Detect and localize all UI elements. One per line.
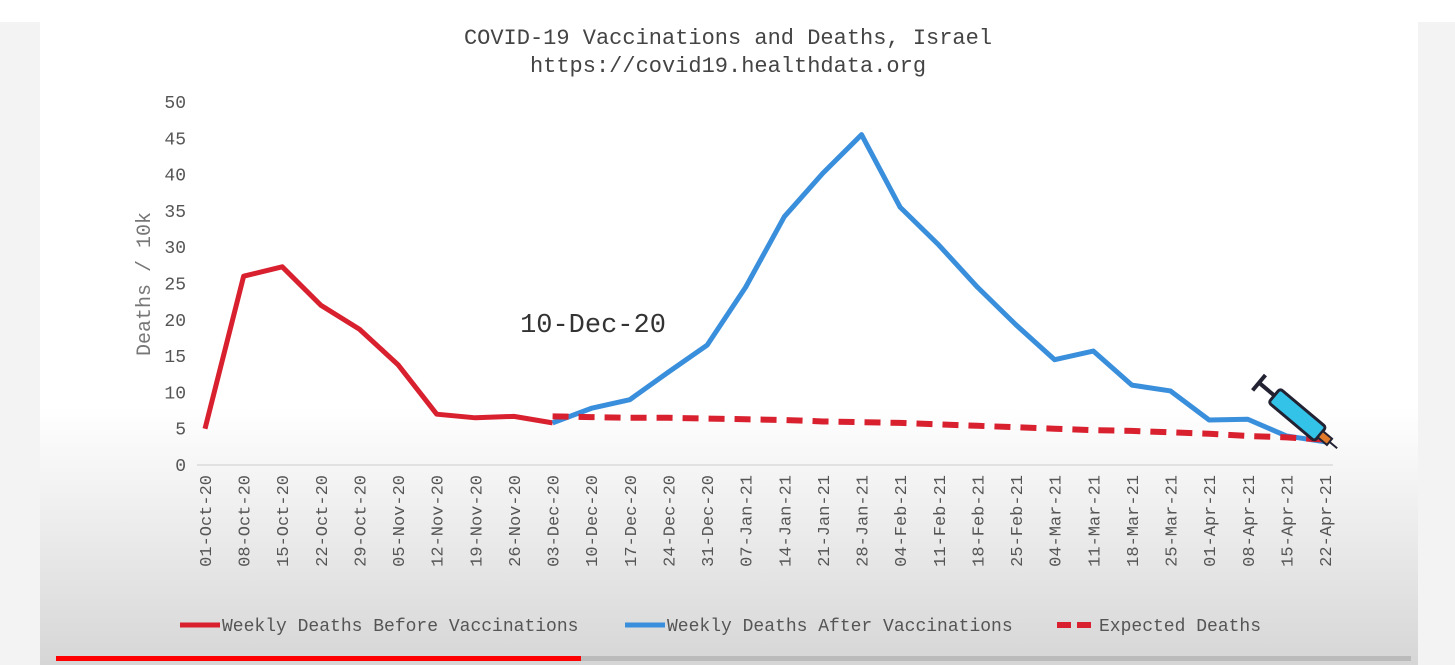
x-tick-label: 05-Nov-20 <box>391 475 410 567</box>
annotation: 10-Dec-20 <box>520 311 666 341</box>
plot-area: 0 5 10 15 20 25 30 35 40 45 50 01-Oct-20 08-Oct-20 15… <box>164 94 1337 637</box>
x-tick-label: 25-Mar-21 <box>1164 475 1183 567</box>
x-tick-label: 01-Oct-20 <box>198 475 217 567</box>
x-tick-label: 22-Apr-21 <box>1318 475 1337 567</box>
x-tick-label: 17-Dec-20 <box>623 475 642 567</box>
x-tick-label: 31-Dec-20 <box>700 475 719 567</box>
chart-title: COVID-19 Vaccinations and Deaths, Israel <box>464 26 992 51</box>
x-tick-label: 24-Dec-20 <box>661 475 680 567</box>
x-tick-label: 12-Nov-20 <box>430 475 449 567</box>
x-tick-label: 29-Oct-20 <box>352 475 371 567</box>
y-tick-label: 35 <box>164 203 186 223</box>
x-tick-label: 04-Feb-21 <box>893 475 912 567</box>
x-tick-label: 21-Jan-21 <box>816 475 835 567</box>
y-axis-label: Deaths / 10k <box>134 212 157 356</box>
x-tick-label: 18-Feb-21 <box>970 475 989 567</box>
x-tick-label: 04-Mar-21 <box>1048 475 1067 567</box>
x-tick-label: 08-Oct-20 <box>237 475 256 567</box>
x-tick-label: 28-Jan-21 <box>855 475 874 567</box>
x-tick-label: 08-Apr-21 <box>1241 475 1260 567</box>
progress-track <box>581 656 1411 661</box>
x-tick-label: 25-Feb-21 <box>1009 475 1028 567</box>
x-tick-label: 18-Mar-21 <box>1125 475 1144 567</box>
series-line <box>202 264 554 430</box>
x-tick-label: 15-Apr-21 <box>1279 475 1298 567</box>
x-tick-label: 10-Dec-20 <box>584 475 603 567</box>
x-tick-label: 03-Dec-20 <box>546 475 565 567</box>
x-tick-label: 14-Jan-21 <box>777 475 796 567</box>
x-tick-label: 07-Jan-21 <box>739 475 758 567</box>
series-line <box>551 132 1326 445</box>
y-tick-label: 5 <box>175 421 186 441</box>
chart-panel <box>40 22 1418 665</box>
y-tick-label: 25 <box>164 276 186 296</box>
y-tick-label: 15 <box>164 348 186 368</box>
chart-subtitle: https://covid19.healthdata.org <box>530 54 926 79</box>
y-tick-label: 50 <box>164 94 186 114</box>
x-tick-label: 22-Oct-20 <box>314 475 333 567</box>
y-tick-label: 0 <box>175 457 186 477</box>
legend-label: Weekly Deaths After Vaccinations <box>667 617 1013 637</box>
x-tick-label: 15-Oct-20 <box>275 475 294 567</box>
top-bar <box>0 0 1455 22</box>
y-tick-label: 20 <box>164 312 186 332</box>
progress-bar <box>56 656 581 661</box>
y-tick-label: 40 <box>164 167 186 187</box>
x-tick-label: 01-Apr-21 <box>1202 475 1221 567</box>
syringe-icon <box>1251 373 1338 450</box>
legend-label: Expected Deaths <box>1099 617 1261 637</box>
y-tick-label: 10 <box>164 384 186 404</box>
x-tick-label: 11-Feb-21 <box>932 475 951 567</box>
y-tick-label: 45 <box>164 130 186 150</box>
x-tick-label: 19-Nov-20 <box>468 475 487 567</box>
x-tick-label: 11-Mar-21 <box>1086 475 1105 567</box>
x-tick-label: 26-Nov-20 <box>507 475 526 567</box>
legend-label: Weekly Deaths Before Vaccinations <box>222 617 578 637</box>
y-tick-label: 30 <box>164 239 186 259</box>
